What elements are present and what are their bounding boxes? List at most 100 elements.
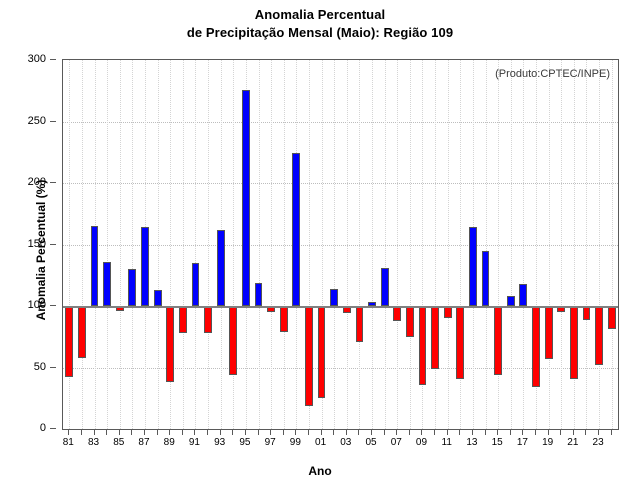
x-axis-tick-label: 03 <box>340 437 352 448</box>
bar <box>380 267 389 306</box>
gridline-v <box>69 60 71 429</box>
x-axis-tick <box>333 429 335 435</box>
gridlines <box>63 60 618 429</box>
x-axis-tick-label: 05 <box>365 437 377 448</box>
bar <box>330 288 339 306</box>
x-axis-tick <box>421 429 423 435</box>
gridline-v <box>271 60 273 429</box>
x-axis-tick <box>471 429 473 435</box>
x-axis-tick <box>383 429 385 435</box>
x-axis-tick-label: 83 <box>87 437 100 448</box>
gridline-v <box>195 60 197 429</box>
x-axis-tick-label: 01 <box>315 437 327 448</box>
x-axis-tick <box>93 429 95 435</box>
gridline-v <box>561 60 563 429</box>
bar <box>141 227 149 306</box>
y-axis-tick <box>50 366 56 368</box>
gridline-v <box>548 60 550 429</box>
y-axis-tick-label: 0 <box>39 422 46 434</box>
gridline-v <box>397 60 399 429</box>
x-axis-tick <box>547 429 549 435</box>
x-axis-tick <box>446 429 448 435</box>
x-axis-tick <box>194 429 196 435</box>
gridline-v <box>372 60 374 429</box>
bar <box>103 261 112 306</box>
gridline-v <box>435 60 437 429</box>
gridline-v <box>523 60 525 429</box>
gridline-v <box>573 60 575 429</box>
x-axis-tick <box>371 429 373 435</box>
baseline-100 <box>63 306 618 308</box>
y-axis-tick <box>50 243 56 245</box>
x-axis-tick-label: 23 <box>592 437 604 448</box>
x-axis-tick-label: 85 <box>113 437 125 448</box>
gridline-v <box>182 60 184 429</box>
gridline-v <box>611 60 613 429</box>
x-axis-tick <box>345 429 347 435</box>
gridline-v <box>208 60 210 429</box>
y-axis-tick <box>50 305 56 306</box>
y-axis-tick-label: 200 <box>27 176 46 188</box>
x-axis-tick <box>459 429 461 435</box>
x-axis-tick-label: 93 <box>214 437 226 448</box>
gridline-v <box>447 60 449 429</box>
gridline-v <box>510 60 512 429</box>
x-axis-tick <box>572 429 574 435</box>
x-axis-tick-label: 17 <box>516 437 528 448</box>
gridline-v <box>81 60 83 429</box>
title-line-2: de Precipitação Mensal (Maio): Região 10… <box>186 25 454 40</box>
x-axis-tick <box>509 429 511 435</box>
x-axis-tick <box>358 429 360 435</box>
x-axis-tick <box>131 429 133 435</box>
x-axis-tick <box>219 429 221 435</box>
x-axis-tick-label: 91 <box>188 437 200 448</box>
x-axis-tick-label: 11 <box>441 437 452 448</box>
x-axis-tick-label: 09 <box>415 437 428 448</box>
x-axis-tick-label: 07 <box>390 437 402 448</box>
x-axis-tick-label: 81 <box>62 437 74 448</box>
bar <box>519 283 528 306</box>
gridline-v <box>346 60 348 429</box>
gridline-v <box>233 60 235 429</box>
gridline-h <box>63 367 618 369</box>
bar <box>292 153 301 306</box>
gridline-v <box>409 60 411 429</box>
x-axis-tick <box>522 429 524 435</box>
x-axis-tick-label: 99 <box>289 437 301 448</box>
x-axis-tick <box>156 429 158 435</box>
gridline-v <box>334 60 336 429</box>
x-axis-title: Ano <box>308 464 332 478</box>
y-axis-tick <box>50 182 56 183</box>
x-axis-labels: 81 83 85 87 89 91 93 95 97 99 01 03 05 07 09 11 13 15 17 19… <box>62 437 617 453</box>
x-axis-tick <box>106 429 108 435</box>
gridline-v <box>132 60 134 429</box>
x-axis-tick <box>484 429 486 435</box>
title-line-1: Anomalia Percentual <box>254 7 386 22</box>
y-axis-tick <box>50 428 56 429</box>
bar <box>368 302 376 306</box>
bar <box>216 229 225 306</box>
gridline-v <box>460 60 462 429</box>
source-annotation: (Produto:CPTEC/INPE) <box>495 68 610 80</box>
x-axis-tick <box>80 429 82 435</box>
gridline-v <box>170 60 172 429</box>
bar <box>254 282 263 306</box>
annotation-layer: (Produto:CPTEC/INPE) <box>63 60 618 429</box>
x-axis-tick <box>244 429 246 435</box>
x-axis-tick-label: 15 <box>491 437 503 448</box>
x-axis-tick-label: 87 <box>138 437 150 448</box>
x-axis-ticks <box>62 429 617 436</box>
y-axis: 0 50 100 150 200 250 300 <box>0 53 56 434</box>
gridline-v <box>119 60 121 429</box>
gridline-v <box>599 60 601 429</box>
gridline-v <box>384 60 386 429</box>
gridline-h <box>63 121 618 123</box>
gridline-v <box>157 60 159 429</box>
x-axis-tick <box>68 429 70 435</box>
x-axis-tick-label: 97 <box>264 437 276 448</box>
bar <box>241 89 250 306</box>
x-axis-tick <box>181 429 183 435</box>
y-axis-tick-label: 150 <box>27 237 46 250</box>
x-axis-tick <box>270 429 272 435</box>
